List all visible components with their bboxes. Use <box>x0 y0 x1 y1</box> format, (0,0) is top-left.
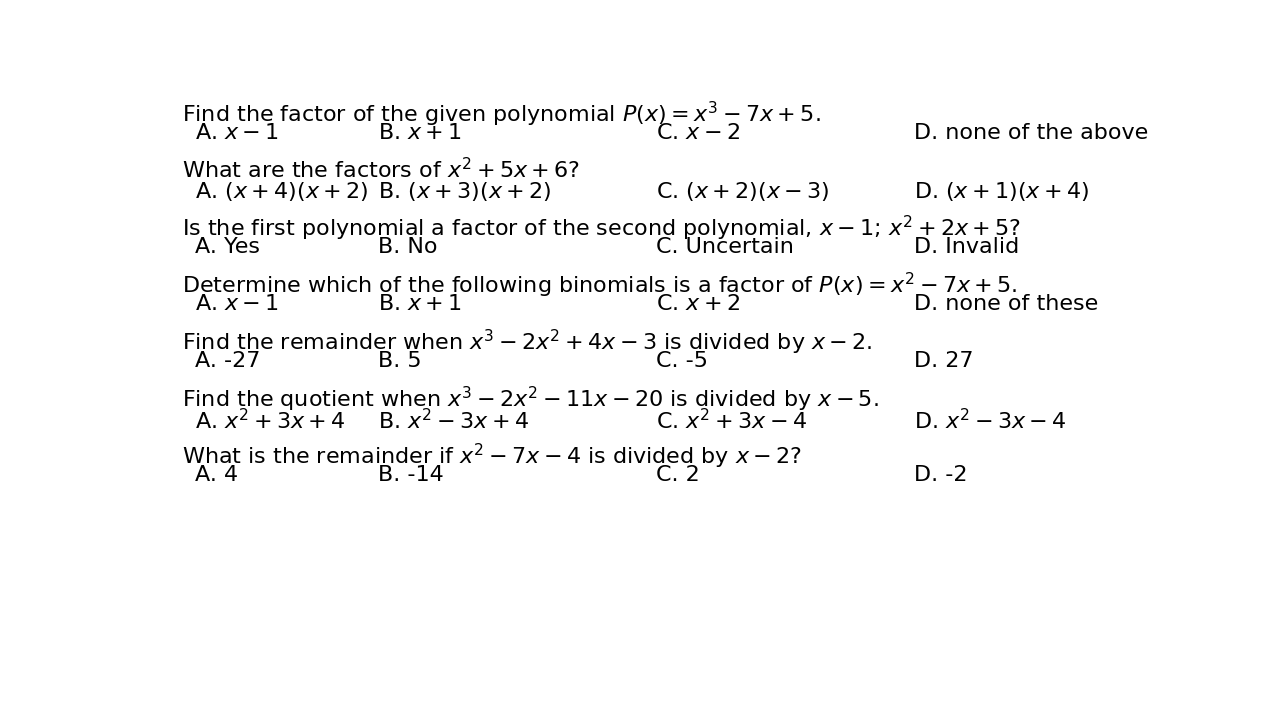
Text: A. $x^2 + 3x + 4$: A. $x^2 + 3x + 4$ <box>195 408 346 433</box>
Text: A. $x - 1$: A. $x - 1$ <box>195 294 279 315</box>
Text: D. $x^2 - 3x - 4$: D. $x^2 - 3x - 4$ <box>914 408 1066 433</box>
Text: B. $(x + 3)(x + 2)$: B. $(x + 3)(x + 2)$ <box>379 180 552 203</box>
Text: D. none of the above: D. none of the above <box>914 123 1148 143</box>
Text: B. No: B. No <box>379 238 438 257</box>
Text: A. -27: A. -27 <box>195 351 260 372</box>
Text: What is the remainder if $x^2 - 7x - 4$ is divided by $x - 2$?: What is the remainder if $x^2 - 7x - 4$ … <box>182 442 803 472</box>
Text: C. Uncertain: C. Uncertain <box>657 238 794 257</box>
Text: D. $(x + 1)(x + 4)$: D. $(x + 1)(x + 4)$ <box>914 180 1089 203</box>
Text: B. $x^2 - 3x + 4$: B. $x^2 - 3x + 4$ <box>379 408 529 433</box>
Text: C. $x + 2$: C. $x + 2$ <box>657 294 740 315</box>
Text: B. -14: B. -14 <box>379 465 444 485</box>
Text: A. 4: A. 4 <box>195 465 238 485</box>
Text: C. $x - 2$: C. $x - 2$ <box>657 123 740 143</box>
Text: D. 27: D. 27 <box>914 351 973 372</box>
Text: Determine which of the following binomials is a factor of $P(x) = x^2 - 7x + 5$.: Determine which of the following binomia… <box>182 271 1018 300</box>
Text: B. 5: B. 5 <box>379 351 422 372</box>
Text: C. $(x + 2)(x - 3)$: C. $(x + 2)(x - 3)$ <box>657 180 829 203</box>
Text: D. Invalid: D. Invalid <box>914 238 1019 257</box>
Text: Find the factor of the given polynomial $P(x) = x^3 - 7x + 5$.: Find the factor of the given polynomial … <box>182 100 820 130</box>
Text: D. none of these: D. none of these <box>914 294 1098 315</box>
Text: C. $x^2 + 3x - 4$: C. $x^2 + 3x - 4$ <box>657 408 808 433</box>
Text: C. 2: C. 2 <box>657 465 700 485</box>
Text: B. $x + 1$: B. $x + 1$ <box>379 294 462 315</box>
Text: Find the quotient when $x^3 - 2x^2 - 11x - 20$ is divided by $x - 5$.: Find the quotient when $x^3 - 2x^2 - 11x… <box>182 385 878 414</box>
Text: A. $(x + 4)(x + 2)$: A. $(x + 4)(x + 2)$ <box>195 180 369 203</box>
Text: C. -5: C. -5 <box>657 351 708 372</box>
Text: B. $x + 1$: B. $x + 1$ <box>379 123 462 143</box>
Text: Find the remainder when $x^3 - 2x^2 + 4x - 3$ is divided by $x - 2$.: Find the remainder when $x^3 - 2x^2 + 4x… <box>182 328 873 357</box>
Text: D. -2: D. -2 <box>914 465 968 485</box>
Text: Is the first polynomial a factor of the second polynomial, $x - 1$; $x^2 + 2x + : Is the first polynomial a factor of the … <box>182 215 1021 243</box>
Text: A. Yes: A. Yes <box>195 238 260 257</box>
Text: What are the factors of $x^2 + 5x + 6$?: What are the factors of $x^2 + 5x + 6$? <box>182 157 580 182</box>
Text: A. $x - 1$: A. $x - 1$ <box>195 123 279 143</box>
